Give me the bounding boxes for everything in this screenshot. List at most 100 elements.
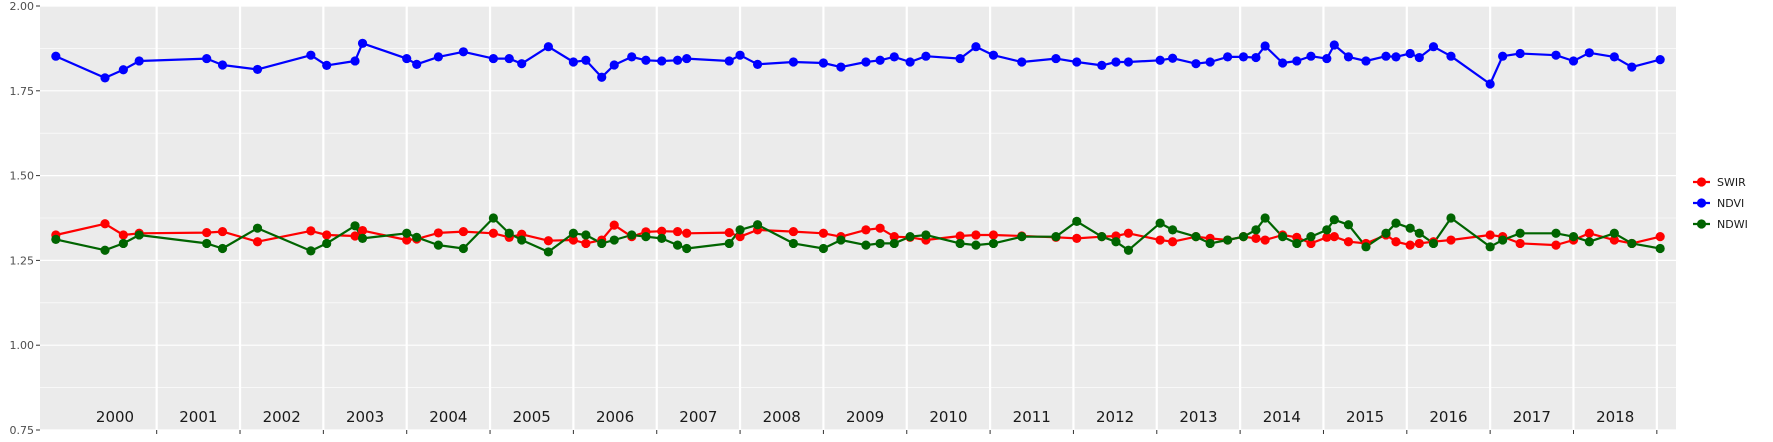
data-point-ndwi [1072,216,1082,226]
data-point-swir [1343,237,1354,247]
data-point-ndwi [788,238,799,249]
data-point-ndwi [1405,223,1415,233]
data-point-swir [1584,228,1594,238]
data-point-ndvi [458,47,468,57]
series-layer [51,38,1665,257]
data-point-ndwi [504,228,514,238]
data-point-ndwi [1251,225,1261,235]
data-point-ndwi [350,221,360,231]
y-tick-label: 1.75 [10,85,35,98]
data-point-swir [1329,232,1339,242]
data-point-ndvi [609,60,619,70]
data-point-ndwi [735,225,745,235]
data-point-ndvi [1111,57,1121,67]
data-point-swir [818,228,829,238]
data-point-ndwi [1123,245,1134,255]
data-point-ndwi [1515,228,1525,238]
year-label: 2003 [346,408,384,426]
data-point-ndvi [202,53,212,64]
x-axis [156,430,1658,434]
data-point-ndwi [1306,232,1316,242]
data-point-ndvi [1097,60,1107,70]
grid-minor-lines [40,48,1676,388]
data-point-swir [350,231,360,241]
data-point-ndvi [1322,53,1332,64]
data-point-swir [433,228,443,238]
legend-key-point-swir [1696,177,1707,187]
year-label: 2018 [1596,408,1634,426]
data-point-ndvi [543,42,553,52]
data-point-ndvi [1292,56,1302,66]
data-point-swir [458,226,468,237]
data-point-ndwi [597,238,607,249]
data-point-ndwi [51,234,61,244]
data-point-ndvi [1627,62,1637,72]
data-point-swir [1414,238,1424,249]
data-point-ndwi [322,238,332,249]
y-tick-label: 2.00 [10,0,35,13]
data-point-ndwi [488,213,498,223]
data-point-swir [1485,230,1495,240]
data-point-ndvi [1306,51,1316,61]
data-point-ndwi [818,243,829,254]
data-point-ndwi [581,230,591,240]
data-point-ndwi [921,230,931,240]
data-point-ndwi [955,238,965,249]
data-point-ndvi [1391,52,1401,62]
year-label: 2007 [679,408,717,426]
data-point-swir [735,232,745,242]
data-point-ndwi [641,232,651,242]
data-point-swir [252,237,263,247]
y-tick-label: 1.50 [10,170,35,183]
data-point-ndvi [1568,56,1579,66]
data-point-ndwi [543,247,553,257]
data-point-swir [202,227,212,238]
data-point-ndvi [788,57,799,67]
data-point-ndwi [1155,218,1165,228]
data-point-ndvi [1017,57,1027,67]
data-point-ndvi [1329,40,1339,50]
data-point-ndwi [1414,228,1424,238]
year-label: 2010 [929,408,967,426]
data-point-ndwi [1361,242,1371,252]
data-point-ndvi [1498,51,1508,61]
data-point-ndvi [517,59,527,69]
data-point-ndwi [1051,232,1061,242]
data-point-swir [568,235,578,245]
data-point-swir [861,225,871,235]
data-point-swir [581,238,591,249]
data-point-ndwi [889,238,899,249]
data-point-ndvi [1485,79,1495,89]
data-point-swir [971,230,981,240]
data-point-ndwi [1655,243,1665,254]
data-point-ndwi [609,235,619,245]
data-point-ndwi [1498,235,1508,245]
data-point-ndvi [627,52,637,62]
data-point-swir [488,228,498,238]
data-point-ndwi [1391,218,1401,228]
year-labels: 2000 2001 2002 2003 2004 2005 2006 2007 2008 2009… [96,408,1634,426]
data-point-swir [543,236,553,246]
legend: SWIR NDVI NDWI [1693,176,1748,231]
data-point-ndwi [1609,228,1619,238]
data-point-ndvi [217,60,228,70]
data-point-ndwi [433,240,443,250]
data-point-ndvi [1405,48,1415,59]
year-label: 2006 [596,408,634,426]
data-point-ndvi [581,55,591,65]
data-point-ndvi [971,42,981,52]
data-point-ndwi [118,238,128,249]
data-point-ndwi [134,230,144,240]
data-point-ndvi [955,53,965,64]
data-point-ndvi [488,53,498,64]
data-point-ndwi [568,228,578,238]
data-point-swir [889,232,899,242]
data-point-ndwi [306,246,316,256]
data-point-swir [1251,233,1261,243]
year-label: 2002 [263,408,301,426]
grid-major-lines [40,5,1676,431]
data-point-ndwi [1111,237,1121,247]
data-point-ndwi [1205,238,1215,249]
data-point-ndwi [1292,238,1302,249]
